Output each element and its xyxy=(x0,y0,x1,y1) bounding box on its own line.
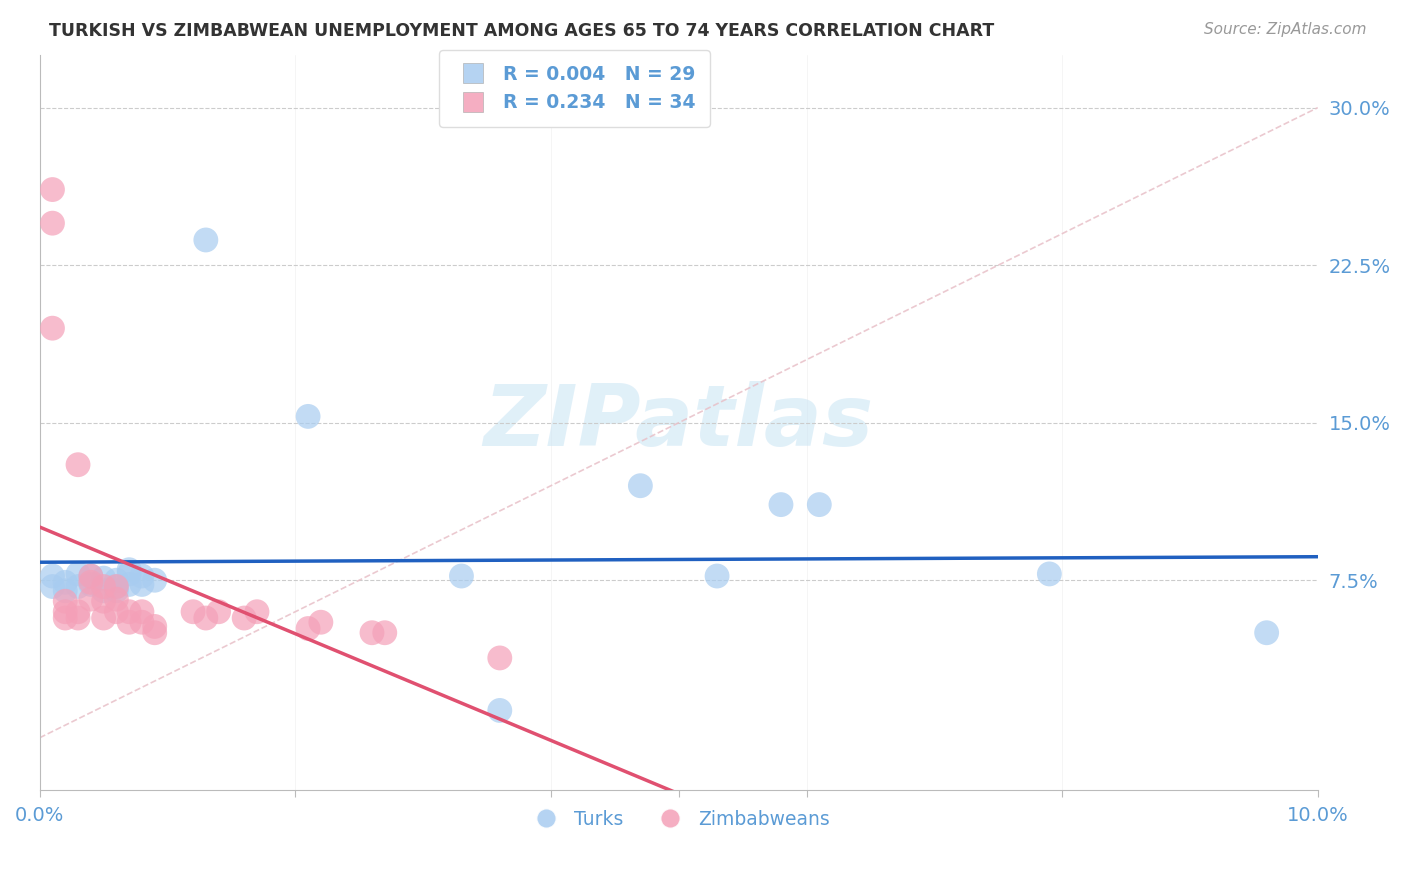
Point xyxy=(66,580,89,594)
Point xyxy=(105,580,128,594)
Point xyxy=(194,233,217,247)
Point xyxy=(53,611,76,625)
Point xyxy=(118,566,141,581)
Point xyxy=(246,605,269,619)
Point xyxy=(105,580,128,594)
Point xyxy=(93,611,115,625)
Point xyxy=(41,216,63,230)
Point xyxy=(41,321,63,335)
Point xyxy=(143,625,166,640)
Point xyxy=(93,571,115,585)
Point xyxy=(105,605,128,619)
Point xyxy=(80,569,103,583)
Point xyxy=(131,577,153,591)
Point xyxy=(105,592,128,607)
Point xyxy=(361,625,384,640)
Point xyxy=(53,583,76,598)
Point xyxy=(488,651,510,665)
Point xyxy=(450,569,472,583)
Point xyxy=(66,611,89,625)
Point xyxy=(53,594,76,608)
Point xyxy=(66,566,89,581)
Point xyxy=(41,183,63,197)
Text: Source: ZipAtlas.com: Source: ZipAtlas.com xyxy=(1204,22,1367,37)
Point xyxy=(105,583,128,598)
Point xyxy=(297,409,319,424)
Point xyxy=(131,569,153,583)
Point xyxy=(1038,566,1060,581)
Point xyxy=(41,569,63,583)
Text: ZIPatlas: ZIPatlas xyxy=(484,381,875,464)
Point xyxy=(80,577,103,591)
Point xyxy=(118,563,141,577)
Point xyxy=(808,498,831,512)
Point xyxy=(41,580,63,594)
Point xyxy=(131,605,153,619)
Point xyxy=(53,605,76,619)
Point xyxy=(93,580,115,594)
Point xyxy=(769,498,792,512)
Point xyxy=(297,622,319,636)
Point xyxy=(105,573,128,587)
Point xyxy=(1256,625,1278,640)
Point xyxy=(706,569,728,583)
Point xyxy=(143,573,166,587)
Point xyxy=(181,605,204,619)
Point xyxy=(93,583,115,598)
Point xyxy=(374,625,396,640)
Point xyxy=(118,577,141,591)
Legend: Turks, Zimbabweans: Turks, Zimbabweans xyxy=(520,802,838,836)
Point xyxy=(207,605,229,619)
Point xyxy=(53,575,76,590)
Point xyxy=(66,458,89,472)
Point xyxy=(143,619,166,633)
Point xyxy=(80,592,103,607)
Point xyxy=(93,594,115,608)
Point xyxy=(309,615,332,630)
Point xyxy=(118,615,141,630)
Point xyxy=(80,575,103,590)
Point xyxy=(628,479,651,493)
Point xyxy=(66,605,89,619)
Point xyxy=(131,615,153,630)
Point xyxy=(233,611,256,625)
Text: TURKISH VS ZIMBABWEAN UNEMPLOYMENT AMONG AGES 65 TO 74 YEARS CORRELATION CHART: TURKISH VS ZIMBABWEAN UNEMPLOYMENT AMONG… xyxy=(49,22,994,40)
Point xyxy=(80,569,103,583)
Point xyxy=(488,703,510,717)
Point xyxy=(194,611,217,625)
Point xyxy=(118,605,141,619)
